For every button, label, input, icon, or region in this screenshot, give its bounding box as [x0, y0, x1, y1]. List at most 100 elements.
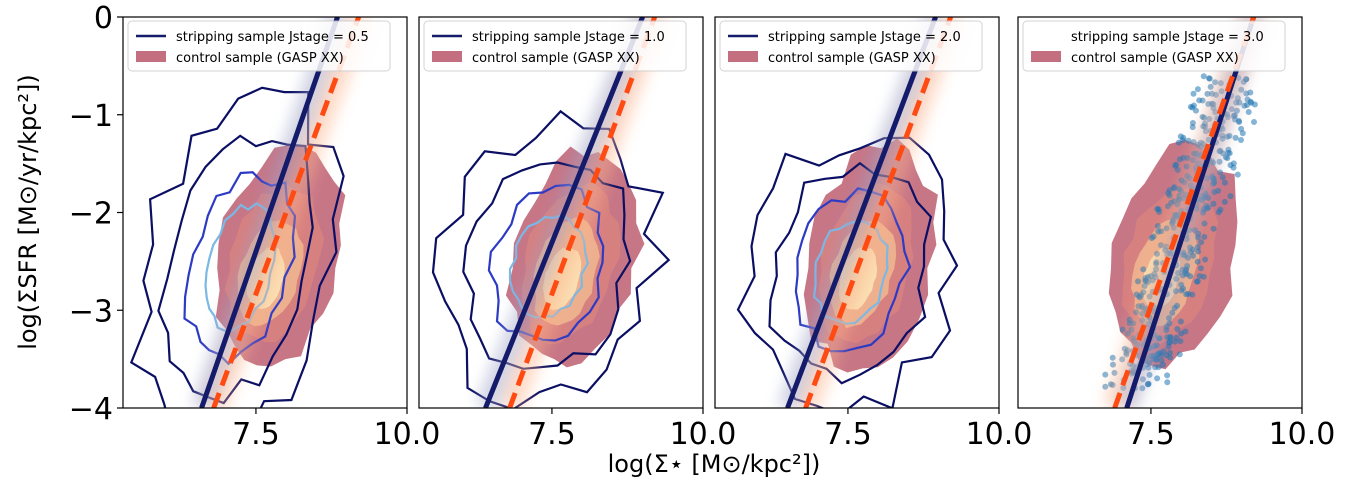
legend-box — [719, 20, 983, 72]
x-tick-label: 10.0 — [670, 417, 737, 452]
stripping-fit-line — [785, 17, 938, 408]
scatter-point — [1171, 305, 1178, 311]
scatter-point — [1176, 156, 1183, 163]
scatter-point — [1230, 164, 1237, 171]
scatter-point — [1217, 206, 1224, 213]
stripping-contour-3 — [794, 187, 912, 353]
scatter-point — [1119, 326, 1126, 333]
scatter-point — [1206, 75, 1213, 82]
scatter-point — [1201, 233, 1208, 240]
scatter-point — [1167, 354, 1174, 361]
scatter-point — [1167, 333, 1174, 340]
scatter-point — [1189, 124, 1196, 131]
plot-area-1 — [129, 17, 371, 408]
legend-swatch-control — [1031, 51, 1061, 62]
legend-box — [1022, 20, 1286, 72]
scatter-point — [1140, 266, 1147, 273]
scatter-point — [1194, 86, 1201, 93]
scatter-point — [1233, 107, 1240, 114]
scatter-point — [1194, 258, 1201, 265]
legend-label-control: control sample (GASP XX) — [176, 51, 344, 66]
scatter-point — [1177, 318, 1184, 325]
plot-area-4 — [1102, 17, 1266, 408]
scatter-point — [1190, 102, 1197, 109]
legend-box — [127, 20, 391, 72]
x-tick-label: 7.5 — [232, 417, 280, 452]
legend-label-control: control sample (GASP XX) — [1071, 51, 1239, 66]
scatter-point — [1194, 244, 1201, 251]
scatter-point — [1154, 223, 1161, 229]
stripping-contour-2 — [462, 161, 632, 370]
x-tick-label: 7.5 — [528, 417, 576, 452]
panel-2: 7.5 10.0 stripping sample Jstage = 1.0 cont… — [418, 16, 737, 452]
legend-box — [423, 20, 687, 72]
scatter-point — [1193, 107, 1199, 114]
scatter-point — [1222, 154, 1229, 161]
scatter-point — [1160, 348, 1167, 355]
control-fit-line — [803, 17, 954, 408]
legend-label-control: control sample (GASP XX) — [472, 51, 640, 66]
scatter-point — [1194, 234, 1201, 241]
scatter-point — [1153, 355, 1160, 362]
scatter-point — [1168, 199, 1175, 206]
scatter-point — [1211, 189, 1218, 195]
scatter-point — [1210, 180, 1217, 187]
scatter-point — [1241, 102, 1248, 109]
scatter-point — [1166, 339, 1172, 346]
scatter-point — [1178, 330, 1185, 337]
y-tick-label: −1 — [69, 99, 113, 134]
scatter-point — [1102, 383, 1109, 390]
scatter-point — [1210, 225, 1217, 232]
control-fit-line — [1112, 17, 1257, 408]
scatter-point — [1251, 119, 1257, 125]
scatter-point — [1164, 379, 1171, 386]
x-tick-label: 7.5 — [1127, 417, 1175, 452]
legend-label-stripping: stripping sample Jstage = 2.0 — [768, 30, 961, 45]
y-tick-label: −2 — [69, 197, 113, 232]
legend-label-control: control sample (GASP XX) — [768, 51, 936, 66]
scatter-point — [1179, 137, 1186, 144]
legend-label-stripping: stripping sample Jstage = 3.0 — [1071, 30, 1264, 45]
scatter-point — [1169, 309, 1176, 316]
scatter-point — [1247, 98, 1254, 105]
scatter-point — [1204, 90, 1211, 97]
scatter-point — [1155, 364, 1162, 371]
scatter-point — [1158, 357, 1165, 364]
scatter-point — [1187, 273, 1194, 280]
scatter-point — [1180, 285, 1186, 292]
y-axis-label: log(ΣSFR [M⊙/yr/kpc²]) — [14, 74, 42, 350]
scatter-point — [1171, 338, 1178, 345]
stripping-contour-1 — [431, 109, 671, 408]
scatter-point — [1185, 290, 1192, 297]
plot-area-2 — [431, 17, 671, 408]
scatter-point — [1135, 278, 1141, 285]
stripping-contour-2 — [768, 161, 933, 385]
x-axis-label: log(Σ⋆ [M⊙/kpc²]) — [608, 450, 821, 478]
legend-3: stripping sample Jstage = 2.0 control sam… — [719, 20, 983, 72]
scatter-point — [1154, 375, 1161, 382]
scatter-point — [1194, 278, 1201, 285]
legend-1: stripping sample Jstage = 0.5 control sam… — [127, 20, 391, 72]
scatter-point — [1238, 137, 1244, 143]
plot-area-3 — [736, 17, 963, 408]
scatter-point — [1185, 137, 1192, 144]
scatter-point — [1234, 171, 1241, 178]
scatter-point — [1197, 265, 1204, 272]
scatter-point — [1217, 169, 1224, 176]
scatter-point — [1110, 361, 1116, 368]
panel-1: 7.5 10.0 0 −1 −2 −3 −4 stripping sample Jstage … — [69, 1, 441, 452]
scatter-point — [1245, 109, 1252, 115]
scatter-point — [1221, 179, 1228, 186]
scatter-point — [1227, 193, 1234, 200]
axes-frame-4 — [1017, 16, 1303, 409]
scatter-point — [1174, 166, 1181, 173]
legend-label-stripping: stripping sample Jstage = 1.0 — [472, 30, 665, 45]
scatter-point — [1133, 291, 1140, 298]
scatter-point — [1243, 90, 1250, 97]
x-tick-label: 10.0 — [374, 417, 441, 452]
scatter-point — [1171, 185, 1178, 192]
scatter-point — [1109, 354, 1116, 361]
scatter-point — [1196, 97, 1203, 104]
legend-swatch-control — [136, 51, 166, 62]
